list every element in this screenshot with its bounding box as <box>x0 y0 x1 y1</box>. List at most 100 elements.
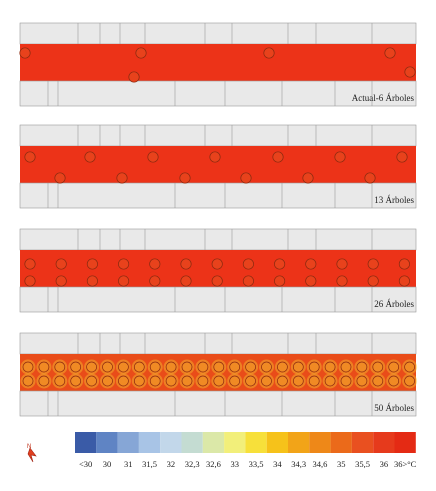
tree-canopy <box>404 375 415 387</box>
legend-label: 32 <box>167 459 176 469</box>
tree-canopy <box>116 172 128 184</box>
tree-canopy <box>102 375 113 387</box>
tree-canopy <box>229 375 241 387</box>
building-band-top <box>19 332 417 355</box>
legend-label: 35,5 <box>355 459 370 469</box>
legend-swatch <box>288 432 310 453</box>
street-heat-band <box>20 44 416 81</box>
legend-swatch <box>373 432 395 453</box>
tree-canopy <box>19 47 31 59</box>
tree-canopy <box>305 258 317 270</box>
tree-canopy <box>118 275 130 287</box>
legend-swatch <box>96 432 118 453</box>
tree-canopy <box>38 375 50 387</box>
tree-canopy <box>336 258 348 270</box>
tree-canopy <box>336 275 348 287</box>
tree-canopy <box>70 375 82 387</box>
tree-canopy <box>398 258 410 270</box>
tree-canopy <box>86 361 97 373</box>
north-arrow-icon: N <box>27 444 37 463</box>
tree-canopy <box>133 375 145 387</box>
tree-canopy <box>180 258 192 270</box>
tree-canopy <box>24 275 36 287</box>
tree-canopy <box>38 361 50 373</box>
legend-label: 35 <box>337 459 346 469</box>
legend-label: 34,6 <box>313 459 328 469</box>
tree-canopy <box>118 258 130 270</box>
tree-canopy <box>367 275 379 287</box>
tree-canopy <box>396 151 408 163</box>
legend-label: 33 <box>231 459 240 469</box>
temperature-legend: <30 30 31 31,5 32 32,3 32,6 33 33,5 34 34,3 34,6 35 3… <box>75 432 417 469</box>
tree-canopy <box>277 361 288 373</box>
tree-canopy <box>181 375 193 387</box>
tree-canopy <box>292 375 304 387</box>
tree-canopy <box>324 375 336 387</box>
tree-canopy <box>54 375 66 387</box>
tree-canopy <box>149 361 161 373</box>
legend-label: 32,3 <box>185 459 200 469</box>
tree-canopy <box>308 375 320 387</box>
tree-canopy <box>165 375 177 387</box>
tree-canopy <box>263 47 275 59</box>
tree-canopy <box>24 151 36 163</box>
scenario-panel: Actual-6 Árboles <box>19 22 417 107</box>
tree-canopy <box>128 71 140 83</box>
tree-canopy <box>404 361 415 373</box>
tree-canopy <box>86 258 98 270</box>
tree-canopy <box>367 258 379 270</box>
tree-canopy <box>180 275 192 287</box>
tree-canopy <box>272 151 284 163</box>
tree-canopy <box>334 151 346 163</box>
tree-canopy <box>213 361 225 373</box>
building-band-bottom <box>19 80 417 107</box>
tree-canopy <box>388 361 400 373</box>
tree-canopy <box>356 361 368 373</box>
tree-canopy <box>86 375 97 387</box>
tree-canopy <box>364 172 376 184</box>
legend-swatch <box>330 432 352 453</box>
tree-canopy <box>86 275 98 287</box>
scenario-panel: 13 Árboles <box>19 124 417 209</box>
building-band-top <box>19 228 417 251</box>
legend-label: 33,5 <box>249 459 264 469</box>
legend-label: 36>°C <box>394 459 417 469</box>
tree-canopy <box>179 172 191 184</box>
tree-canopy <box>384 47 396 59</box>
tree-canopy <box>24 258 36 270</box>
legend-swatch <box>160 432 182 453</box>
legend-swatch <box>138 432 161 453</box>
scenario-label: 13 Árboles <box>374 195 414 205</box>
tree-canopy <box>209 151 221 163</box>
tree-canopy <box>181 361 193 373</box>
tree-canopy <box>22 375 34 387</box>
tree-canopy <box>147 151 159 163</box>
legend-swatch <box>394 432 416 453</box>
tree-canopy <box>165 361 177 373</box>
tree-canopy <box>149 258 161 270</box>
legend-label: 31 <box>124 459 133 469</box>
tree-canopy <box>213 375 225 387</box>
building-band-top <box>19 22 417 45</box>
scenario-label: 26 Árboles <box>374 299 414 309</box>
legend-swatch <box>181 432 203 453</box>
tree-canopy <box>274 275 286 287</box>
tree-canopy <box>211 258 223 270</box>
scenario-panel: 26 Árboles <box>19 228 417 313</box>
tree-canopy <box>324 361 336 373</box>
building-band-top <box>19 124 417 147</box>
tree-canopy <box>404 66 416 78</box>
legend-swatch <box>309 432 331 453</box>
tree-canopy <box>54 172 66 184</box>
building-band-bottom <box>19 182 417 209</box>
tree-canopy <box>22 361 34 373</box>
tree-canopy <box>229 361 241 373</box>
tree-canopy <box>308 361 320 373</box>
legend-swatch <box>117 432 139 453</box>
scenario-label: Actual-6 Árboles <box>352 93 415 103</box>
legend-label: 30 <box>103 459 112 469</box>
tree-canopy <box>305 275 317 287</box>
tree-canopy <box>356 375 368 387</box>
tree-canopy <box>55 258 67 270</box>
